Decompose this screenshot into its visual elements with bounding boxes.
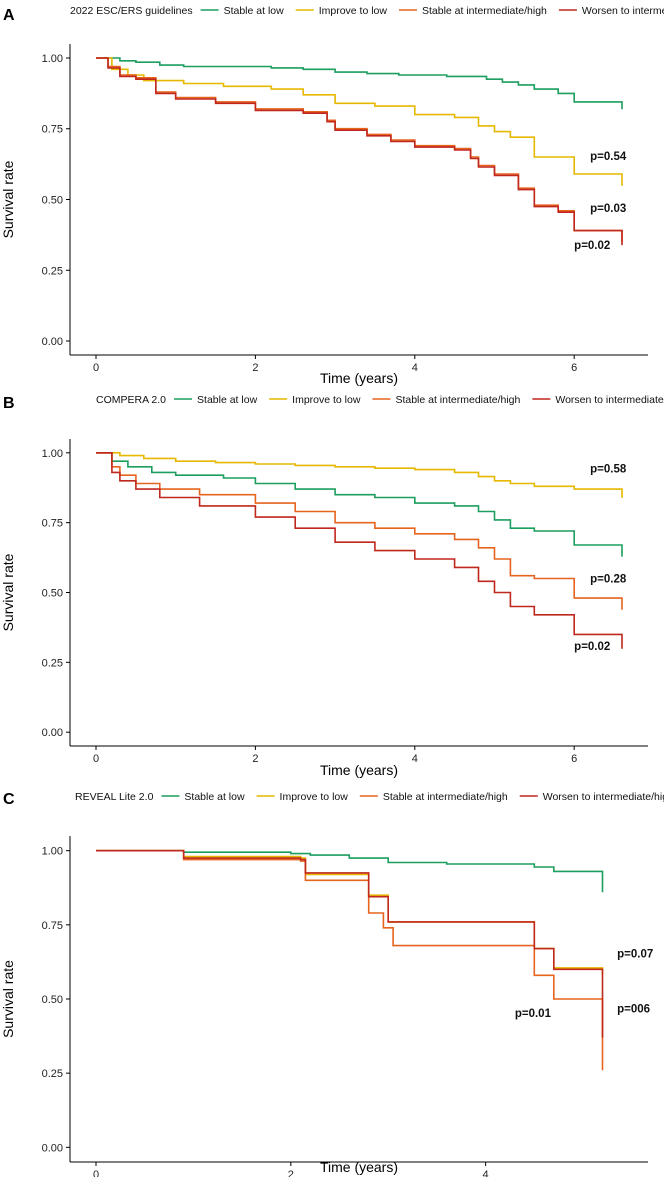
legend-label-worsen-to-intermediate-high: Worsen to intermediate/high xyxy=(555,394,664,406)
y-tick-label: 1.00 xyxy=(42,448,63,460)
curve-worsen-to-intermediate-high xyxy=(96,849,604,1038)
legend: REVEAL Lite 2.0 Stable at low Improve to l… xyxy=(75,791,664,803)
legend-label-worsen-to-intermediate-high: Worsen to intermediate/high xyxy=(582,5,664,17)
x-tick-label: 4 xyxy=(483,1169,489,1177)
legend-label-improve-to-low: Improve to low xyxy=(280,791,349,803)
y-axis-title: Survival rate xyxy=(0,553,16,631)
x-axis-title: Time (years) xyxy=(320,370,398,386)
y-tick-label: 0.25 xyxy=(42,265,63,277)
curve-stable-at-low xyxy=(96,849,604,893)
y-tick-label: 0.75 xyxy=(42,124,63,136)
p-value-annotation: p=0.01 xyxy=(515,1008,552,1020)
panel-label: A xyxy=(3,7,15,24)
panel-label: C xyxy=(3,791,15,808)
y-tick-label: 0.50 xyxy=(42,195,63,207)
x-axis-title: Time (years) xyxy=(320,1159,398,1175)
x-tick-label: 6 xyxy=(571,362,577,374)
x-tick-label: 4 xyxy=(412,753,418,765)
panel-label: B xyxy=(3,395,15,412)
curve-worsen-to-intermediate-high xyxy=(96,452,623,649)
p-value-annotation: p=0.07 xyxy=(617,948,653,960)
x-tick-label: 4 xyxy=(412,362,418,374)
curve-improve-to-low xyxy=(96,57,623,186)
p-value-annotation: p=0.28 xyxy=(590,574,627,586)
curve-stable-at-low xyxy=(96,452,623,557)
x-tick-label: 6 xyxy=(571,753,577,765)
p-value-annotation: p=0.54 xyxy=(590,151,627,163)
x-tick-label: 2 xyxy=(252,753,258,765)
curve-improve-to-low xyxy=(96,849,604,976)
x-tick-label: 0 xyxy=(93,753,99,765)
curve-stable-at-low xyxy=(96,57,623,110)
y-tick-label: 0.75 xyxy=(42,518,63,530)
legend-label-stable-at-intermediate-high: Stable at intermediate/high xyxy=(395,394,520,406)
x-tick-label: 2 xyxy=(252,362,258,374)
y-tick-label: 0.00 xyxy=(42,1142,63,1154)
legend: COMPERA 2.0 Stable at low Improve to low St… xyxy=(96,394,664,406)
legend: 2022 ESC/ERS guidelines Stable at low Impr… xyxy=(70,5,664,17)
y-tick-label: 0.50 xyxy=(42,994,63,1006)
curve-stable-at-intermediate-high xyxy=(96,57,623,243)
legend-label-improve-to-low: Improve to low xyxy=(319,5,388,17)
y-tick-label: 0.25 xyxy=(42,1068,63,1080)
y-tick-label: 0.75 xyxy=(42,920,63,932)
panel-b: B COMPERA 2.0 Stable at low Improve to low S… xyxy=(0,394,664,778)
legend-title: 2022 ESC/ERS guidelines xyxy=(70,5,193,17)
curve-worsen-to-intermediate-high xyxy=(96,57,623,246)
legend-label-improve-to-low: Improve to low xyxy=(292,394,361,406)
p-value-annotation: p=0.02 xyxy=(574,240,610,252)
p-value-annotation: p=006 xyxy=(617,1003,650,1015)
p-value-annotation: p=0.02 xyxy=(574,641,610,653)
legend-label-worsen-to-intermediate-high: Worsen to intermediate/high xyxy=(543,791,664,803)
legend-label-stable-at-low: Stable at low xyxy=(197,394,258,406)
legend-title: REVEAL Lite 2.0 xyxy=(75,791,154,803)
curve-stable-at-intermediate-high xyxy=(96,849,604,1071)
y-tick-label: 0.00 xyxy=(42,336,63,348)
y-tick-label: 1.00 xyxy=(42,53,63,65)
panel-c: C REVEAL Lite 2.0 Stable at low Improve to … xyxy=(0,791,664,1177)
y-tick-label: 1.00 xyxy=(42,846,63,858)
y-tick-label: 0.25 xyxy=(42,657,63,669)
x-tick-label: 0 xyxy=(93,1169,99,1177)
curve-improve-to-low xyxy=(96,452,623,498)
y-axis-title: Survival rate xyxy=(0,960,16,1038)
panel-a: A 2022 ESC/ERS guidelines Stable at low Imp… xyxy=(0,5,664,386)
legend-label-stable-at-intermediate-high: Stable at intermediate/high xyxy=(422,5,547,17)
y-tick-label: 0.00 xyxy=(42,727,63,739)
legend-title: COMPERA 2.0 xyxy=(96,394,166,406)
legend-label-stable-at-low: Stable at low xyxy=(224,5,285,17)
legend-label-stable-at-low: Stable at low xyxy=(184,791,245,803)
legend-label-stable-at-intermediate-high: Stable at intermediate/high xyxy=(383,791,508,803)
x-tick-label: 2 xyxy=(288,1169,294,1177)
p-value-annotation: p=0.58 xyxy=(590,463,627,475)
x-tick-label: 0 xyxy=(93,362,99,374)
y-axis-title: Survival rate xyxy=(0,160,16,238)
x-axis-title: Time (years) xyxy=(320,762,398,778)
y-tick-label: 0.50 xyxy=(42,588,63,600)
p-value-annotation: p=0.03 xyxy=(590,203,626,215)
